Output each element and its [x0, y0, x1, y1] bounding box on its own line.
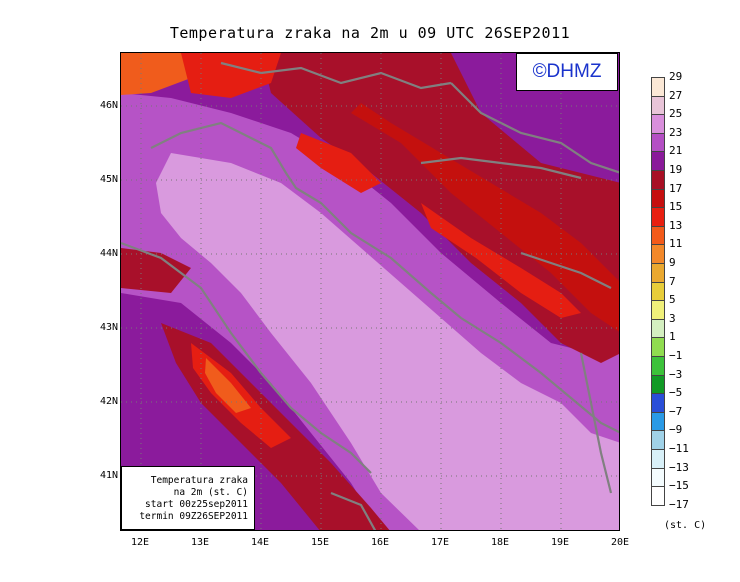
lat-tick: 41N — [99, 470, 118, 481]
colorbar-label: 1 — [669, 330, 676, 344]
colorbar-unit: (st. C) — [664, 520, 707, 531]
lon-tick: 14E — [250, 537, 270, 548]
colorbar-swatch — [651, 318, 665, 339]
field-17-east — [351, 103, 619, 332]
colorbar-swatch — [651, 151, 665, 171]
lat-tick: 46N — [99, 100, 118, 111]
field-15-corner — [181, 53, 281, 98]
colorbar-swatch — [651, 281, 665, 302]
colorbar-label: 29 — [669, 70, 683, 83]
field-15-east — [421, 203, 581, 318]
field-15-north — [296, 133, 381, 193]
colorbar-swatch — [651, 225, 665, 246]
lat-tick: 43N — [99, 322, 118, 333]
colorbar-swatch — [651, 188, 665, 209]
lat-tick: 44N — [99, 248, 118, 259]
temperature-map — [120, 52, 620, 531]
colorbar-label: 13 — [669, 218, 683, 232]
colorbar-swatch — [651, 132, 665, 153]
colorbar-swatch — [651, 411, 665, 432]
lat-tick: 42N — [99, 396, 118, 407]
field-13-italy — [205, 358, 251, 413]
colorbar-label: 15 — [669, 200, 683, 214]
colorbar-swatch — [651, 114, 665, 134]
colorbar-label: 11 — [669, 237, 683, 251]
colorbar-label: 27 — [669, 88, 683, 102]
map-title: Temperatura zraka na 2m u 09 UTC 26SEP20… — [169, 24, 571, 42]
colorbar-label: −11 — [669, 442, 689, 455]
colorbar-label: 7 — [669, 274, 676, 288]
field-19-west — [121, 248, 191, 293]
temperature-field — [121, 53, 619, 530]
lon-tick: 19E — [550, 537, 570, 548]
colorbar-label: 17 — [669, 181, 683, 195]
colorbar-swatch — [651, 356, 665, 376]
colorbar-label: 3 — [669, 311, 676, 325]
colorbar-swatch — [651, 77, 665, 97]
colorbar-swatch — [651, 170, 665, 190]
info-line-4: termin 09Z26SEP2011 — [139, 511, 248, 522]
graticule — [121, 53, 619, 530]
colorbar-label: −5 — [669, 386, 683, 400]
info-line-2: na 2m (st. C) — [173, 487, 248, 498]
colorbar-swatch — [651, 95, 665, 116]
colorbar-label: 5 — [669, 293, 676, 307]
field-25-sea — [156, 153, 619, 530]
lon-tick: 12E — [130, 537, 150, 548]
lon-tick: 15E — [310, 537, 330, 548]
info-line-1: Temperatura zraka — [150, 475, 248, 486]
colorbar-label: 19 — [669, 163, 683, 176]
colorbar-swatch — [651, 300, 665, 320]
colorbar-swatch — [651, 207, 665, 227]
colorbar-swatch — [651, 430, 665, 450]
colorbar-label: −7 — [669, 404, 683, 418]
colorbar-swatch — [651, 244, 665, 264]
info-line-3: start 00z25sep2011 — [145, 499, 248, 510]
colorbar-label: −17 — [669, 497, 689, 511]
colorbar-swatch — [651, 449, 665, 469]
lat-tick: 45N — [99, 174, 118, 185]
lon-tick: 17E — [430, 537, 450, 548]
colorbar-label: −15 — [669, 479, 689, 493]
colorbar-label: 9 — [669, 256, 676, 269]
colorbar-swatch — [651, 374, 665, 395]
colorbar-label: 23 — [669, 125, 683, 139]
colorbar-label: −13 — [669, 460, 689, 474]
lon-tick: 20E — [610, 537, 630, 548]
colorbar-label: 21 — [669, 144, 683, 158]
colorbar-label: −3 — [669, 367, 683, 381]
colorbar-label: −1 — [669, 349, 683, 362]
colorbar-swatch — [651, 486, 665, 506]
colorbar-swatch — [651, 467, 665, 488]
colorbar-swatch — [651, 337, 665, 357]
lon-tick: 13E — [190, 537, 210, 548]
lon-tick: 18E — [490, 537, 510, 548]
colorbar-swatch — [651, 393, 665, 413]
info-box: Temperatura zraka na 2m (st. C) start 00… — [121, 466, 255, 530]
colorbar-label: −9 — [669, 423, 683, 437]
dhmz-logo: ©DHMZ — [516, 53, 618, 91]
colorbar-label: 25 — [669, 107, 683, 121]
colorbar-swatch — [651, 263, 665, 283]
lon-tick: 16E — [370, 537, 390, 548]
